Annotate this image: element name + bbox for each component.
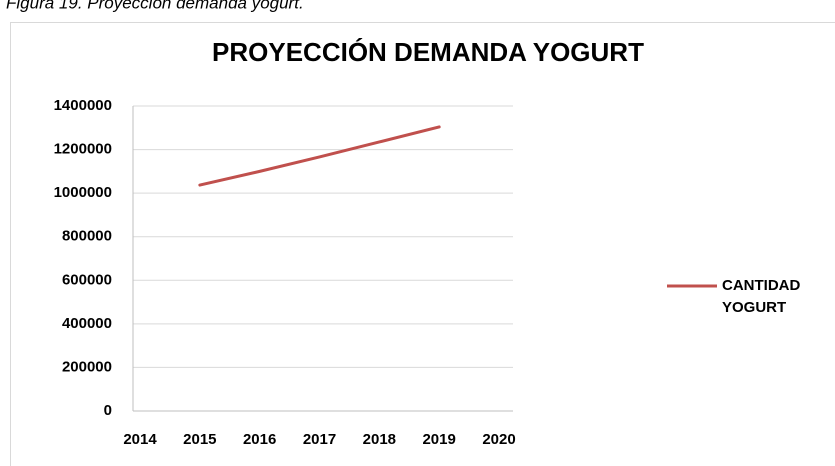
x-tick-label: 2015: [183, 431, 216, 448]
x-tick-label: 2014: [123, 431, 157, 448]
data-line: [198, 125, 441, 187]
y-tick-label: 200000: [62, 358, 112, 375]
x-tick-label: 2016: [243, 431, 276, 448]
x-tick-label: 2017: [303, 431, 336, 448]
legend-label: CANTIDAD YOGURT: [722, 277, 801, 316]
y-tick-label: 1400000: [54, 97, 112, 114]
y-tick-label: 1200000: [54, 141, 112, 158]
chart-title: PROYECCIÓN DEMANDA YOGURT: [212, 37, 644, 67]
x-tick-label: 2020: [482, 431, 515, 448]
caption: Figura 19. Proyección demanda yogurt.: [6, 0, 304, 12]
y-tick-label: 400000: [62, 315, 112, 332]
y-tick-label: 1000000: [54, 184, 112, 201]
y-tick-label: 0: [104, 402, 112, 419]
chart-border: [10, 22, 835, 466]
x-tick-label: 2019: [422, 431, 455, 448]
y-tick-label: 600000: [62, 271, 112, 288]
x-tick-label: 2018: [363, 431, 396, 448]
y-tick-label: 800000: [62, 228, 112, 245]
